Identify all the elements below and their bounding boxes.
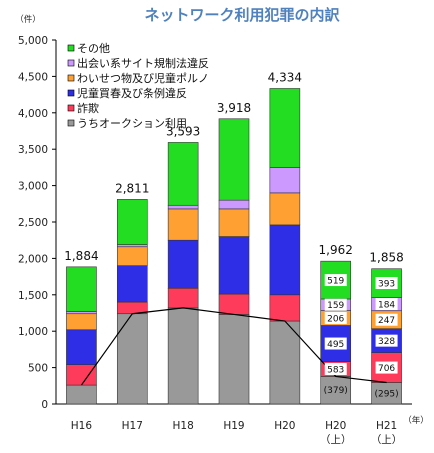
legend-swatch <box>67 119 75 127</box>
x-tick-label: H20 <box>325 420 346 432</box>
bar-segment <box>116 199 148 245</box>
data-label-background <box>324 298 347 311</box>
data-label: 495 <box>327 340 344 350</box>
x-tick-label: H18 <box>173 420 194 432</box>
y-tick-label: 500 <box>28 363 48 375</box>
auction-label: (379) <box>324 386 348 396</box>
y-tick-label: 4,000 <box>18 108 48 120</box>
bar-segment <box>66 266 97 312</box>
data-labels: 1,884 2,811 3,593 3,918 4,334 583 495 206 159 519… <box>64 70 404 399</box>
legend-swatch <box>67 104 75 112</box>
axes: 0 500 1,000 1,500 2,000 2,500 3,000 3,500 4,000 4… <box>18 35 412 446</box>
bar-segment <box>218 118 250 201</box>
bar-segment <box>269 88 301 168</box>
bar-segment <box>218 293 250 315</box>
data-label-background <box>375 334 398 347</box>
y-tick-label: 4,500 <box>18 71 48 83</box>
data-label: 706 <box>378 364 395 374</box>
legend-label: その他 <box>77 42 110 55</box>
bar-segment <box>116 313 148 405</box>
data-label-background <box>375 277 398 290</box>
legend-swatch <box>67 44 75 52</box>
bar-segment <box>218 314 250 405</box>
bar-segment <box>66 364 97 386</box>
total-label: 3,593 <box>166 124 200 138</box>
auction-line <box>80 307 387 386</box>
legend-swatch <box>67 89 75 97</box>
data-label: 328 <box>378 337 395 347</box>
data-label: 206 <box>327 315 344 325</box>
data-label: 247 <box>378 316 395 326</box>
bar-segment <box>116 246 148 266</box>
data-label: 583 <box>327 365 344 375</box>
chart-title: ネットワーク利用犯罪の内訳 <box>144 6 340 24</box>
data-label-background <box>324 362 347 375</box>
y-tick-label: 1,500 <box>18 290 48 302</box>
data-label-background <box>375 313 398 326</box>
bar-segment <box>116 265 148 303</box>
total-label: 1,858 <box>369 251 403 265</box>
legend-label: 出会い系サイト規制法違反 <box>77 56 209 70</box>
legend-label: 児童買春及び条例違反 <box>77 86 187 100</box>
bar-segment <box>269 320 301 405</box>
bar-segment <box>167 287 199 309</box>
bar-segment <box>167 239 199 289</box>
data-label-background <box>375 298 398 311</box>
bar-segment <box>269 294 301 322</box>
bar-segment <box>66 329 97 365</box>
legend-swatch <box>67 74 75 82</box>
data-label: 184 <box>378 301 395 311</box>
x-tick-label: H20 <box>274 420 295 432</box>
y-axis-label: （件） <box>15 14 41 25</box>
bar-segment <box>218 208 250 237</box>
x-tick-label: H16 <box>71 420 93 432</box>
data-label: 159 <box>327 301 344 311</box>
y-tick-label: 5,000 <box>18 35 48 47</box>
y-tick-label: 2,000 <box>18 253 48 265</box>
y-tick-label: 3,500 <box>18 144 48 156</box>
x-tick-sublabel: （上） <box>371 434 403 446</box>
data-label: 519 <box>327 277 344 287</box>
legend: その他出会い系サイト規制法違反わいせつ物及び児童ポルノ児童買春及び条例違反詐欺う… <box>67 42 209 130</box>
x-axis-label: （年） <box>403 415 429 426</box>
data-label-background <box>324 337 347 350</box>
x-tick-label: H19 <box>223 420 244 432</box>
bar-segment <box>66 313 97 331</box>
legend-swatch <box>67 59 75 67</box>
total-label: 1,884 <box>64 249 98 263</box>
bar-segment <box>167 142 199 206</box>
total-label: 1,962 <box>319 243 353 257</box>
bar-segment <box>66 384 97 405</box>
y-tick-label: 2,500 <box>18 217 48 229</box>
data-label-background <box>375 361 398 374</box>
total-label: 4,334 <box>268 70 302 84</box>
bar-segment <box>269 192 301 226</box>
y-tick-label: 0 <box>41 399 48 411</box>
legend-label: 詐欺 <box>77 101 99 115</box>
legend-label: わいせつ物及び児童ポルノ <box>77 71 209 85</box>
y-tick-label: 1,000 <box>18 326 48 338</box>
total-label: 2,811 <box>115 181 149 195</box>
x-tick-sublabel: （上） <box>320 434 352 446</box>
y-tick-label: 3,000 <box>18 181 48 193</box>
bar-segment <box>116 244 148 248</box>
bar-segment <box>167 208 199 241</box>
bar-segment <box>167 204 199 210</box>
x-tick-label: H21 <box>376 420 397 432</box>
bar-segment <box>218 199 250 210</box>
x-tick-label: H17 <box>122 420 143 432</box>
data-label-background <box>324 274 347 287</box>
auction-label: (295) <box>374 389 398 399</box>
data-label: 393 <box>378 280 395 290</box>
bar-segment <box>269 224 301 296</box>
bar-segment <box>218 236 250 295</box>
data-label-background <box>324 312 347 325</box>
legend-label: うちオークション利用 <box>77 117 187 130</box>
bar-segment <box>269 167 301 194</box>
total-label: 3,918 <box>217 101 251 115</box>
bar-segment <box>167 307 199 405</box>
bar-segment <box>66 311 97 315</box>
